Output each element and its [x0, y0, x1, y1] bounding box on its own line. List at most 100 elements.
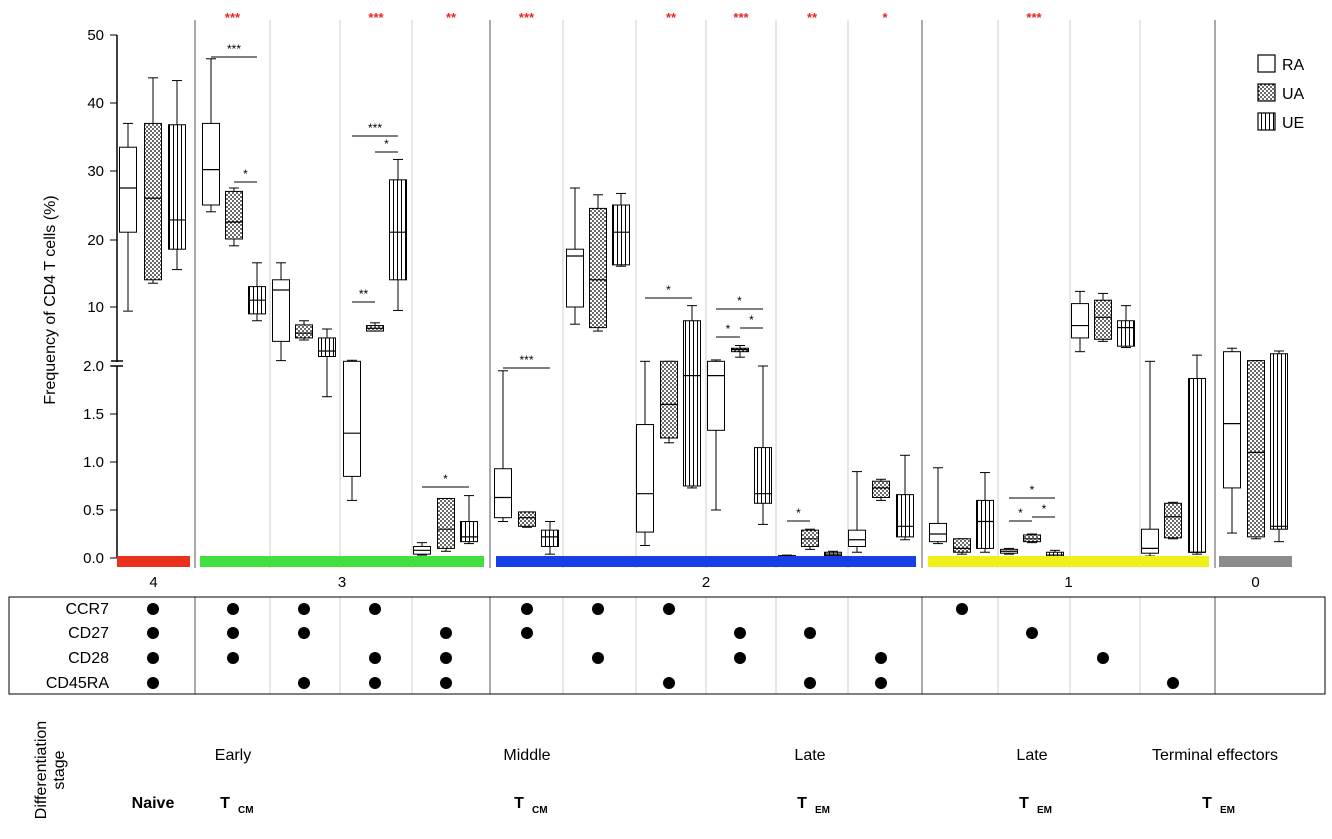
box-plot — [660, 360, 678, 444]
red-star-label: ** — [666, 10, 677, 25]
marker-dot — [147, 603, 159, 615]
box-plot — [1071, 290, 1089, 353]
box-body — [518, 511, 536, 527]
group-bar — [496, 556, 916, 567]
stage-bottom-subscript: EM — [1220, 805, 1235, 816]
axis-break — [111, 360, 123, 367]
group-bar — [200, 556, 484, 567]
group-bar — [928, 556, 1209, 567]
stage-bottom-label: T — [797, 795, 807, 812]
box-body — [272, 279, 290, 342]
significance-bracket: * — [422, 472, 469, 488]
marker-dot — [1026, 627, 1038, 639]
box-plot — [413, 542, 431, 556]
red-star-label: ** — [807, 10, 818, 25]
legend: RA UA UE — [1257, 54, 1305, 132]
marker-dot — [663, 603, 675, 615]
box-plot — [295, 320, 313, 341]
bracket-label: * — [384, 137, 389, 151]
stage-bottom-subscript: CM — [238, 805, 254, 816]
legend-swatch-ra — [1257, 54, 1276, 73]
marker-dot — [440, 677, 452, 689]
marker-table: CCR7 CD27 CD28 CD45RA — [8, 596, 1326, 695]
box-body — [1188, 377, 1206, 553]
group-label: 0 — [1251, 574, 1259, 591]
box-plot — [683, 305, 701, 489]
marker-dot — [1097, 652, 1109, 664]
stage-bottom-subscript: EM — [1037, 805, 1052, 816]
box-plot — [589, 194, 607, 332]
marker-dot — [298, 677, 310, 689]
significance-bracket: * — [375, 137, 398, 153]
box-plot — [248, 262, 266, 322]
box-plot — [1023, 533, 1041, 544]
box-body — [541, 529, 559, 547]
box-plot — [1223, 347, 1241, 534]
box-body — [1046, 551, 1064, 558]
stage-axis-label-line1: Differentiation — [33, 721, 50, 819]
bracket-label: *** — [227, 42, 241, 56]
stage-top-label: Terminal effectors — [1152, 747, 1278, 764]
red-star-label: *** — [1026, 10, 1042, 25]
box-plot — [848, 471, 866, 553]
box-plot — [1094, 292, 1112, 342]
significance-bracket: *** — [503, 353, 550, 369]
box-plot — [272, 262, 290, 362]
box-body — [872, 480, 890, 499]
bracket-label: * — [1042, 502, 1047, 516]
differentiation-stage-section: Differentiation stage Naive Early T CM Middl… — [33, 721, 1278, 819]
group-bar — [1219, 556, 1292, 567]
group-label: 3 — [338, 574, 346, 591]
bracket-label: * — [796, 506, 801, 520]
box-body — [566, 248, 584, 308]
bracket-label: ** — [359, 287, 369, 301]
significance-bracket: ** — [352, 287, 375, 303]
box-plot — [119, 122, 137, 312]
box-body — [1141, 528, 1159, 554]
bracket-label: * — [726, 322, 731, 336]
y-tick-label: 0.5 — [83, 502, 104, 519]
box-plot — [1188, 354, 1206, 555]
marker-dot — [440, 627, 452, 639]
marker-dot — [369, 652, 381, 664]
box-body — [707, 360, 725, 431]
box-plot — [460, 495, 478, 545]
legend-label-ue: UE — [1282, 115, 1304, 132]
group-label: 1 — [1064, 574, 1072, 591]
box-plot — [1247, 360, 1265, 540]
legend-label-ua: UA — [1282, 86, 1305, 103]
box-body — [1094, 299, 1112, 340]
y-tick-label: 40 — [87, 95, 104, 112]
box-plot — [168, 80, 186, 271]
significance-bracket: * — [234, 167, 257, 183]
legend-swatch-ue — [1257, 112, 1276, 131]
box-body — [1117, 320, 1135, 347]
box-body — [1270, 353, 1288, 530]
group-label: 4 — [149, 574, 157, 591]
marker-dot — [147, 652, 159, 664]
significance-bracket: * — [787, 506, 810, 522]
marker-dot — [875, 677, 887, 689]
legend-swatch-ua — [1257, 83, 1276, 102]
stage-bottom-label: T — [1019, 795, 1029, 812]
y-tick-label: 30 — [87, 163, 104, 180]
significance-bracket: * — [1032, 502, 1055, 518]
marker-dot — [521, 627, 533, 639]
box-plot — [366, 322, 384, 332]
box-plot — [343, 359, 361, 501]
stage-bottom-label: T — [1202, 795, 1212, 812]
marker-dot — [440, 652, 452, 664]
red-star-label: *** — [225, 10, 241, 25]
box-plot — [1141, 360, 1159, 557]
marker-dot — [956, 603, 968, 615]
red-star-label: *** — [733, 10, 749, 25]
column-separators — [194, 20, 1216, 694]
y-axis-label: Frequency of CD4 T cells (%) — [42, 195, 59, 404]
box-plot — [612, 192, 630, 267]
box-body — [460, 521, 478, 543]
box-plot — [1117, 305, 1135, 349]
box-body — [848, 529, 866, 547]
box-body — [437, 497, 455, 549]
marker-dot — [592, 603, 604, 615]
